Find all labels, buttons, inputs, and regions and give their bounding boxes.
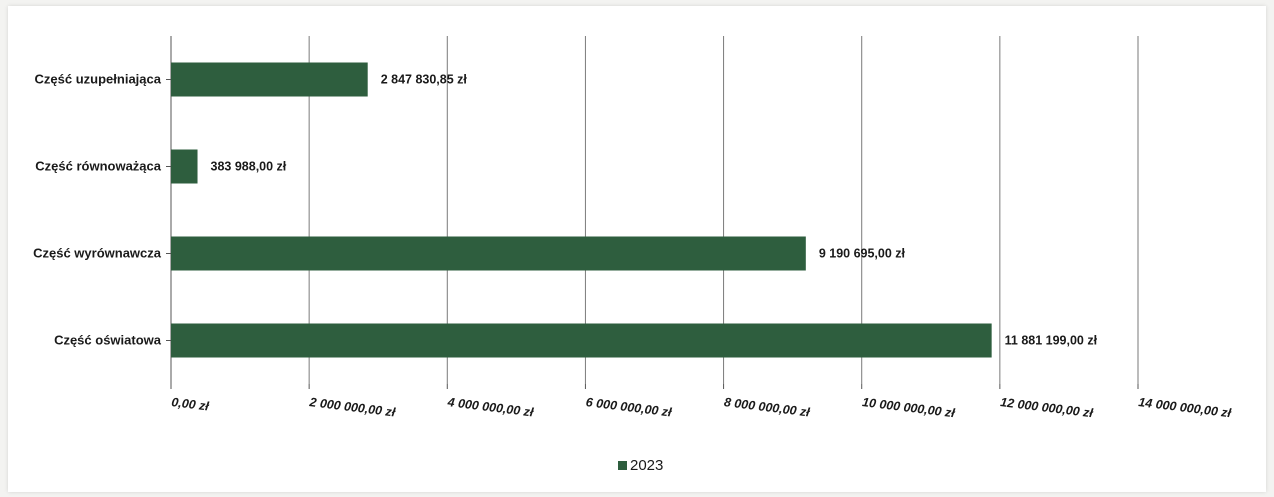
data-label: 11 881 199,00 zł bbox=[1005, 334, 1098, 348]
x-tick-label: 2 000 000,00 zł bbox=[308, 395, 397, 420]
legend-label-2023: 2023 bbox=[630, 457, 663, 474]
data-label: 383 988,00 zł bbox=[211, 160, 287, 174]
legend: 2023 bbox=[618, 457, 663, 474]
x-tick-label: 6 000 000,00 zł bbox=[585, 395, 673, 419]
bar-chart: Część uzupełniająca Część równoważąca Częś… bbox=[33, 36, 1233, 474]
x-tick-label: 8 000 000,00 zł bbox=[723, 395, 811, 419]
x-tick-label: 12 000 000,00 zł bbox=[999, 395, 1094, 420]
x-tick-label: 0,00 zł bbox=[171, 395, 210, 414]
category-label: Część wyrównawcza bbox=[33, 246, 162, 261]
data-label: 9 190 695,00 zł bbox=[819, 247, 906, 261]
category-label: Część oświatowa bbox=[54, 333, 162, 348]
bar bbox=[171, 62, 368, 97]
category-label: Część równoważąca bbox=[35, 159, 161, 174]
bars bbox=[171, 62, 992, 358]
data-labels: 2 847 830,85 zł 383 988,00 zł 9 190 695,00… bbox=[211, 73, 1098, 348]
x-tick-label: 4 000 000,00 zł bbox=[446, 395, 535, 420]
bar bbox=[171, 236, 806, 271]
x-tick-label: 14 000 000,00 zł bbox=[1138, 395, 1233, 420]
bar bbox=[171, 149, 198, 184]
data-label: 2 847 830,85 zł bbox=[381, 73, 468, 87]
category-label: Część uzupełniająca bbox=[35, 72, 162, 87]
bar bbox=[171, 323, 992, 358]
chart-frame: Część uzupełniająca Część równoważąca Częś… bbox=[8, 6, 1266, 492]
x-tick-label: 10 000 000,00 zł bbox=[861, 395, 956, 420]
x-tick-labels: 0,00 zł 2 000 000,00 zł 4 000 000,00 zł 6 0… bbox=[171, 395, 1233, 420]
legend-swatch-2023 bbox=[618, 461, 627, 470]
category-labels: Część uzupełniająca Część równoważąca Częś… bbox=[33, 72, 162, 348]
gridlines bbox=[308, 36, 1139, 384]
